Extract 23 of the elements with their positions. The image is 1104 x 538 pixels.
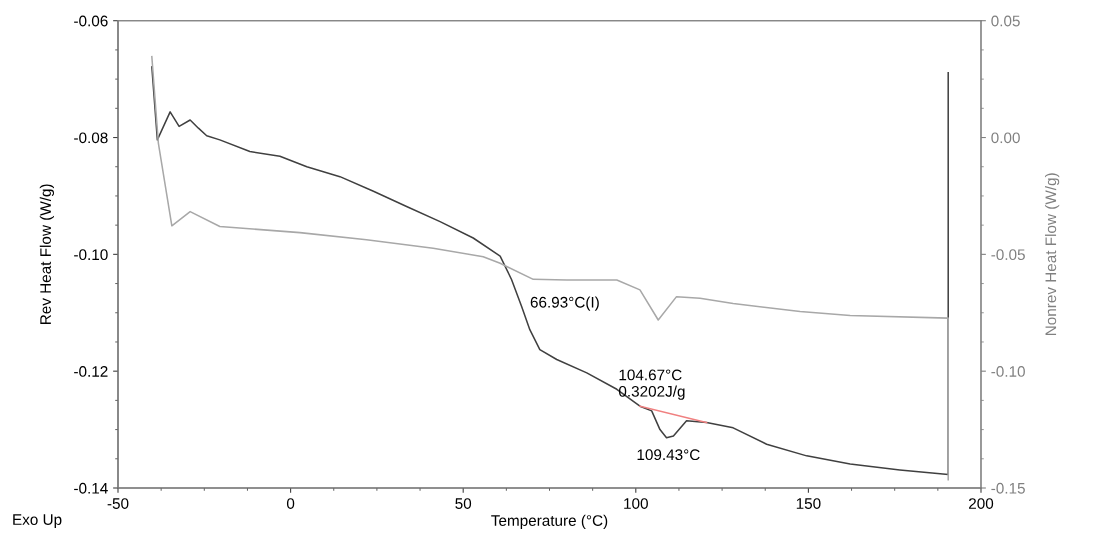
annotation: 109.43°C (637, 449, 700, 461)
y-tick-label: -0.08 (74, 132, 108, 144)
y-tick-label: -0.10 (74, 249, 108, 261)
x-tick-label: 200 (969, 498, 994, 509)
x-tick-label: 0 (286, 498, 295, 509)
y2-tick-label: 0.00 (991, 132, 1020, 144)
x-tick-label: 150 (796, 498, 821, 509)
x-tick-label: 100 (624, 498, 648, 509)
y-tick-label: -0.12 (74, 366, 108, 377)
y2-tick-label: 0.05 (991, 15, 1020, 27)
y2-tick-label: -0.05 (991, 249, 1025, 261)
text: Exo Up (13, 514, 62, 528)
y2-tick-label: -0.10 (991, 366, 1025, 377)
x-tick-label: -50 (107, 498, 129, 509)
annotation: 104.67°C 0.3202J/g (618, 369, 685, 400)
y-tick-label: -0.06 (74, 15, 108, 27)
y-axis-title: Rev Heat Flow (W/g) (39, 184, 55, 324)
y-tick-label: -0.14 (74, 482, 108, 494)
x-axis-title: Temperature (°C) (491, 514, 608, 529)
annotation: 66.93°C(I) (530, 296, 599, 311)
y2-tick-label: -0.15 (991, 482, 1025, 494)
x-tick-label: 50 (455, 498, 472, 509)
y2-axis-title: Nonrev Heat Flow (W/g) (1044, 173, 1060, 336)
